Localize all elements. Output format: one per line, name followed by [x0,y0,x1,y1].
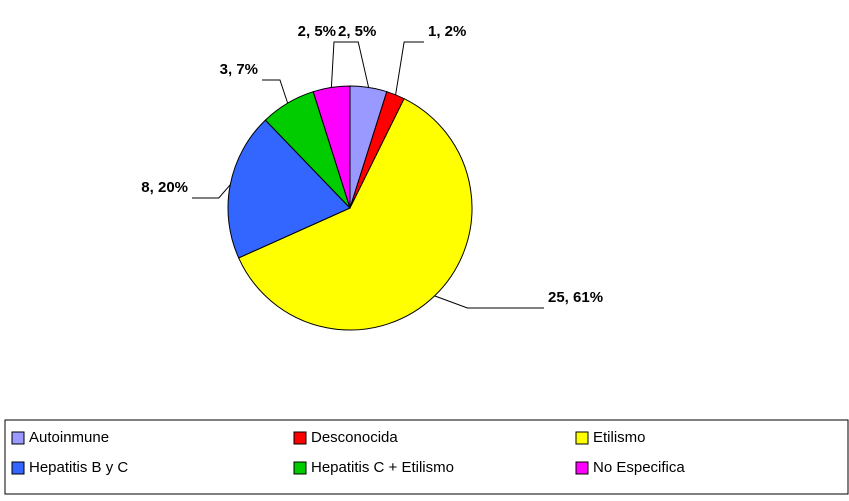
data-label: 8, 20% [141,179,188,196]
legend-label: Etilismo [593,429,646,446]
data-label: 2, 5% [338,23,376,40]
leader-line [262,79,289,104]
leader-line [192,184,231,199]
leader-line [395,41,424,95]
leader-line [334,41,370,88]
legend-label: Hepatitis C + Etilismo [311,459,454,476]
legend-swatch [293,431,307,445]
legend-label: No Especifica [593,459,685,476]
legend-label: Desconocida [311,429,398,446]
data-label: 3, 7% [220,61,258,78]
legend-swatch [11,461,25,475]
legend-swatch [293,461,307,475]
pie-slice [227,119,351,259]
legend-swatch [575,461,589,475]
legend-label: Hepatitis B y C [29,459,128,476]
pie-slice [238,97,473,331]
pie-slice [312,85,351,209]
data-label: 1, 2% [428,23,466,40]
leader-line [434,295,544,309]
legend-box [4,419,849,495]
legend-swatch [11,431,25,445]
data-label: 25, 61% [548,289,603,306]
data-label: 2, 5% [298,23,336,40]
leader-line [330,41,340,88]
legend-swatch [575,431,589,445]
legend-label: Autoinmune [29,429,109,446]
